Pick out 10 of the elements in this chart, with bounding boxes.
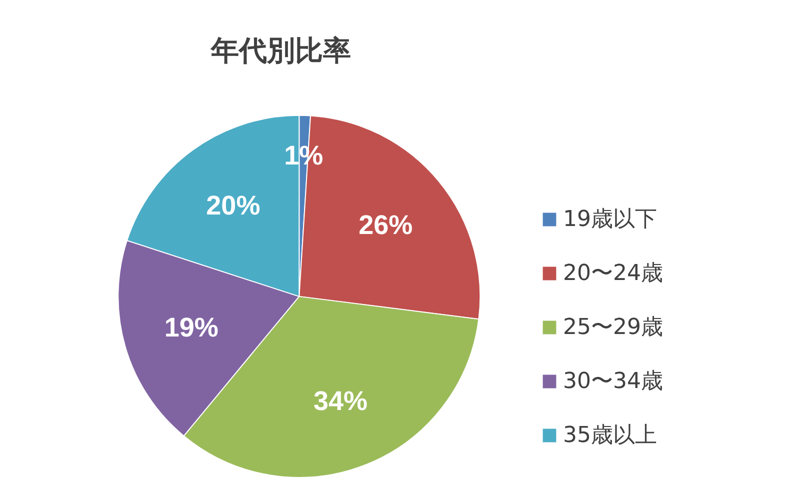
legend-label: 30〜34歳: [563, 368, 663, 396]
data-label: 34%: [313, 386, 368, 416]
data-label: 20%: [206, 190, 260, 221]
data-label: 19%: [164, 312, 218, 343]
data-label: 26%: [358, 210, 413, 240]
chart-title: 年代別比率: [210, 34, 352, 67]
legend-label: 35歳以上: [563, 422, 657, 450]
legend-label: 25〜29歳: [563, 314, 663, 342]
legend-label: 19歳以下: [563, 206, 657, 234]
legend-label: 20〜24歳: [563, 260, 663, 288]
